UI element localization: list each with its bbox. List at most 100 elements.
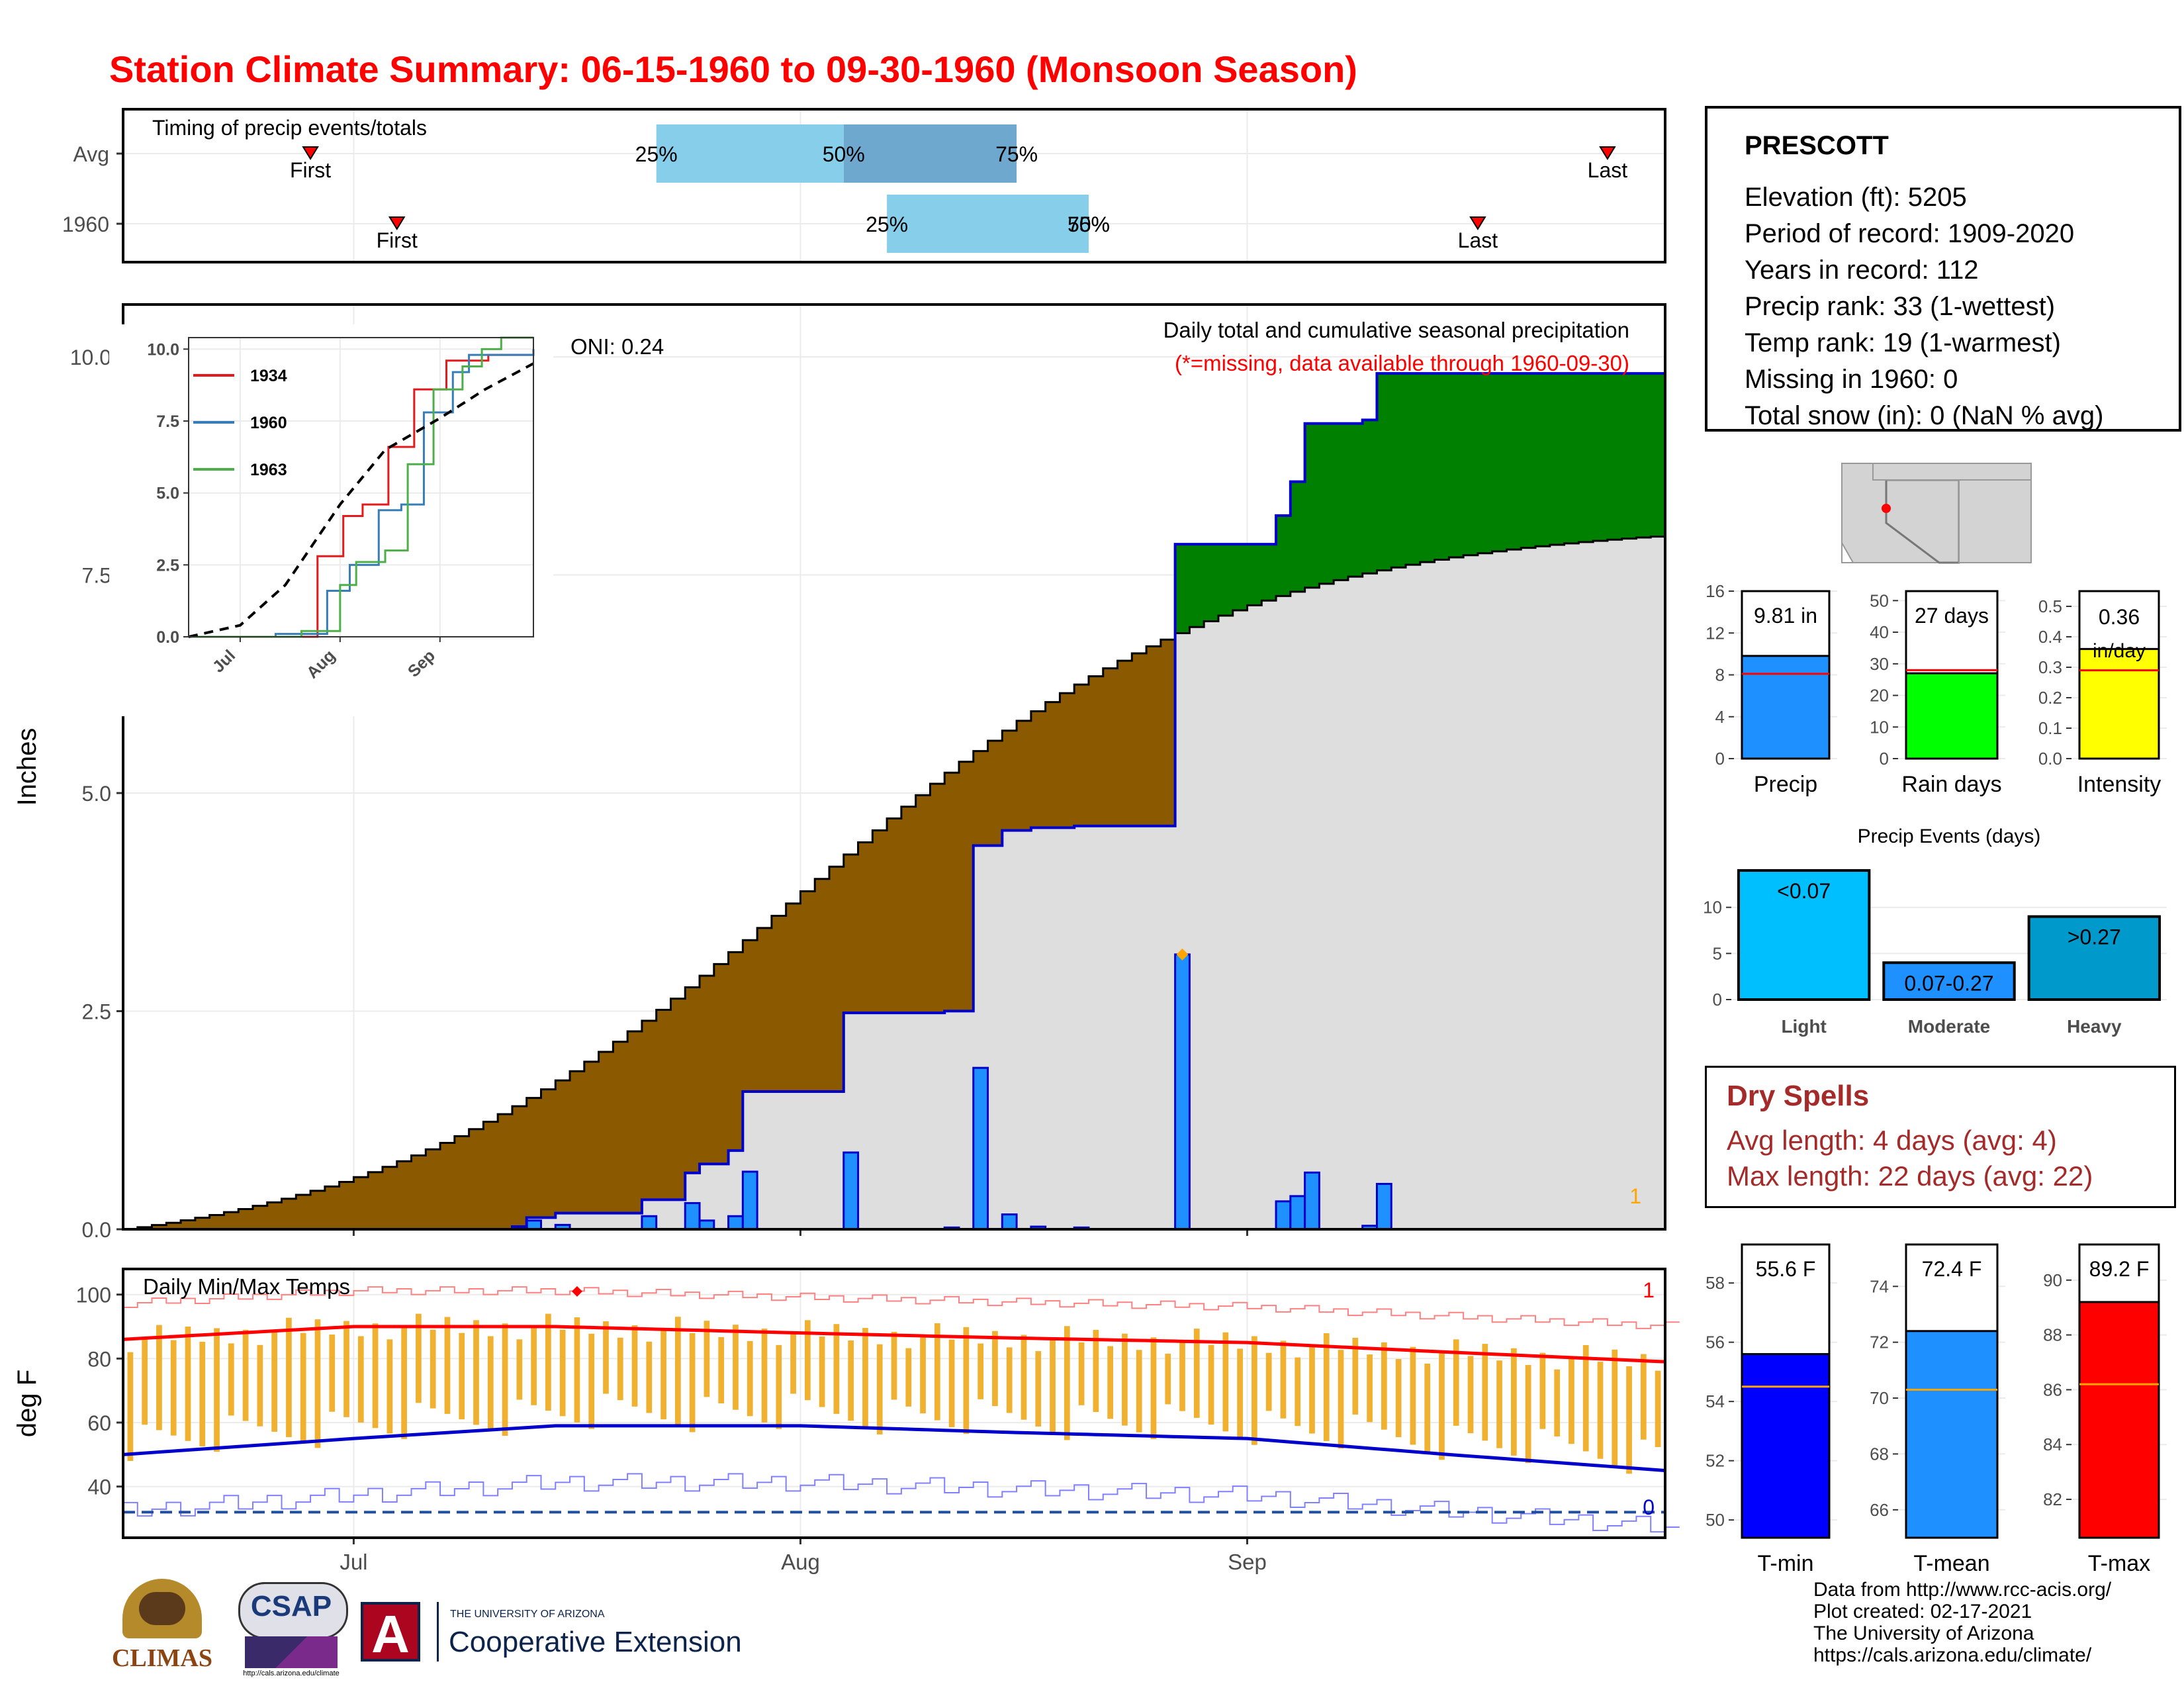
avg-area [771,1091,787,1229]
daily-temp-bar [1122,1333,1128,1426]
daily-precip-bar [972,1066,989,1231]
station-years: Years in record: 112 [1745,256,1979,285]
deficit-area [757,927,772,1092]
value-bar [1905,1330,1999,1539]
surplus-area [1204,544,1219,622]
inset-y-tick-label: 10.0 [147,340,179,359]
panel-name: T-min [1758,1551,1814,1576]
surplus-area [1492,373,1507,551]
avg-area [1261,600,1277,1229]
surplus-area [1304,423,1320,588]
station-snow: Total snow (in): 0 (NaN % avg) [1745,401,2104,430]
daily-precip-bar [1375,1182,1392,1231]
deficit-area [570,1071,585,1213]
value-bar [2078,647,2160,760]
avg-area [1290,591,1306,1229]
y-tick-label: 2.5 [82,1000,111,1024]
quartile-box-50-75 [843,124,1017,183]
daily-temp-bar [848,1340,854,1421]
precip-frame [122,303,1666,1231]
daily-temp-bar [689,1333,696,1432]
daily-temp-bar [804,1320,811,1401]
daily-temp-bar [761,1329,768,1423]
deficit-area [1074,684,1089,826]
value-label: in/day [2093,640,2146,662]
avg-area [1232,610,1248,1229]
deficit-area [166,1223,181,1229]
daily-temp-bar [1006,1347,1013,1413]
daily-temp-bar [631,1325,638,1407]
deficit-area [598,1052,614,1213]
deficit-area [713,964,729,1164]
daily-temp-bar [862,1328,868,1428]
quartile-label: 50% [823,142,865,166]
daily-temp-bar [1612,1349,1618,1467]
dry-spells-title: Dry Spells [1727,1080,1870,1112]
daily-temp-bar [1035,1351,1042,1427]
event-bar [2027,915,2161,1002]
timing-row-label: 1960 [62,212,109,236]
daily-temp-bar [574,1317,580,1423]
avg-area [1347,577,1363,1229]
daily-temp-bar [1265,1352,1272,1411]
deficit-area [152,1225,167,1229]
avg-area [1651,536,1666,1229]
deficit-area [584,1061,600,1213]
station-elevation: Elevation (ft): 5205 [1745,183,1967,212]
daily-temp-bar [1251,1336,1257,1445]
daily-temp-bar [819,1336,825,1407]
avg-area [915,1013,931,1229]
y-tick-label: 0.2 [2038,688,2062,708]
avg-area [728,1150,743,1229]
avg-area [1002,830,1017,1229]
surplus-area [1578,373,1594,542]
daily-temp-bar [1410,1346,1416,1445]
value-bar [1905,672,1999,760]
footer-credits: Data from http://www.rcc-acis.org/ Plot … [1813,1579,2111,1666]
climas-logo: CLIMAS [109,1579,215,1678]
deficit-area [396,1161,412,1229]
daily-temp-bar [948,1339,955,1427]
inset-y-tick-label: 0.0 [156,628,179,647]
deficit-area [209,1215,224,1229]
y-tick-label: 50 [1870,590,1889,610]
daily-temp-bar [1064,1326,1070,1440]
stats-panel: 0 4 8 12 16 9.81 in Precip 0 10 20 30 40 50 27 days Ra… [1706,581,2167,797]
deficit-area [872,830,887,1013]
value-label: 89.2 F [2089,1257,2150,1281]
quartile-label: 75% [995,142,1038,166]
station-location [1882,504,1891,513]
y-axis-label: deg F [13,1370,42,1437]
y-tick-label: 66 [1870,1500,1889,1520]
event-bar-label: >0.27 [2068,925,2121,949]
daily-temp-bar [1165,1353,1171,1405]
deficit-area [310,1190,326,1229]
surplus-area [1334,423,1349,581]
daily-precip-bar [684,1201,701,1231]
y-tick-label: 80 [87,1347,111,1371]
daily-temp-bar [416,1313,422,1403]
inset-plot-bg [189,338,533,637]
deficit-area [469,1129,484,1229]
inset-frame [188,337,534,637]
y-tick-label: 56 [1706,1333,1725,1352]
event-category: Heavy [2067,1016,2122,1037]
surplus-area [1391,373,1406,568]
y-tick-label: 54 [1706,1391,1725,1411]
x-tick-label: Aug [781,1550,820,1574]
surplus-area [1621,373,1637,539]
y-tick-label: 12 [1706,623,1725,643]
chart-subtitle: (*=missing, data available through 1960-… [1175,351,1629,375]
value-bar [2078,1301,2160,1539]
record-high-marker [571,1286,582,1297]
surplus-area [1189,544,1205,628]
deficit-area [555,1080,570,1213]
y-tick-label: 60 [87,1411,111,1435]
record-low-count: 0 [1643,1495,1655,1519]
deficit-area [368,1172,383,1229]
avg-area [1045,827,1060,1229]
avg-area [872,1013,887,1229]
deficit-area [915,795,931,1013]
deficit-area [656,1009,671,1200]
temp-frame [122,1268,1666,1539]
